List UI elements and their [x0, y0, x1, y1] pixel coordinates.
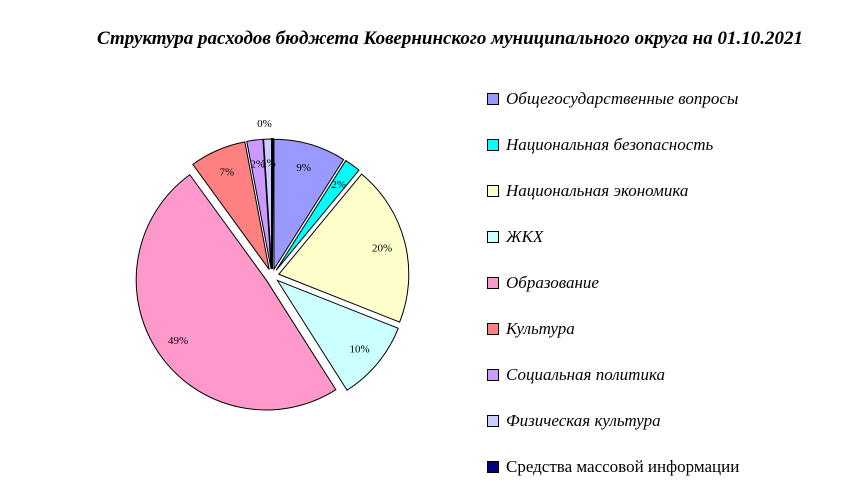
legend-item: Средства массовой информации [487, 457, 739, 477]
pie-slice [246, 138, 272, 270]
pie-slice [276, 279, 399, 391]
chart-title: Структура расходов бюджета Ковернинского… [97, 28, 803, 49]
legend-label: ЖКХ [506, 227, 544, 246]
legend-swatch [487, 231, 499, 243]
data-label: 20% [372, 243, 392, 255]
legend-item: Социальная политика [487, 365, 665, 385]
legend-item: Общегосударственные вопросы [487, 89, 738, 109]
pie-slice [135, 174, 337, 411]
data-label: 10% [349, 343, 369, 355]
legend-item: Физическая культура [487, 411, 661, 431]
legend-item: Образование [487, 273, 599, 293]
legend-label: Культура [506, 319, 575, 338]
legend-item: Национальная безопасность [487, 135, 713, 155]
legend-swatch [487, 369, 499, 381]
legend-label: Общегосударственные вопросы [506, 89, 739, 108]
pie-slice [192, 141, 270, 270]
data-label: 49% [168, 335, 188, 347]
data-label: 7% [220, 167, 235, 179]
pie-slice [273, 138, 345, 271]
legend-label: Физическая культура [506, 411, 661, 430]
legend-swatch [487, 185, 499, 197]
data-label: 2% [331, 179, 346, 191]
legend-item: ЖКХ [487, 227, 543, 247]
legend-label: Национальная безопасность [506, 135, 714, 154]
data-label: 0% [257, 118, 272, 130]
legend-label: Образование [506, 273, 599, 292]
pie-slice [275, 159, 360, 271]
legend-swatch [487, 415, 499, 427]
legend-label: Социальная политика [506, 365, 665, 384]
legend-item: Культура [487, 319, 575, 339]
legend-swatch [487, 277, 499, 289]
data-label: 9% [296, 162, 311, 174]
pie-slice [271, 137, 274, 270]
legend-item: Национальная экономика [487, 181, 688, 201]
legend-swatch [487, 139, 499, 151]
legend-swatch [487, 93, 499, 105]
legend-label: Средства массовой информации [506, 457, 740, 476]
legend-swatch [487, 323, 499, 335]
legend-label: Национальная экономика [506, 181, 689, 200]
pie-slice [277, 173, 410, 323]
legend-swatch [487, 461, 499, 473]
data-label: 2% [250, 158, 265, 170]
